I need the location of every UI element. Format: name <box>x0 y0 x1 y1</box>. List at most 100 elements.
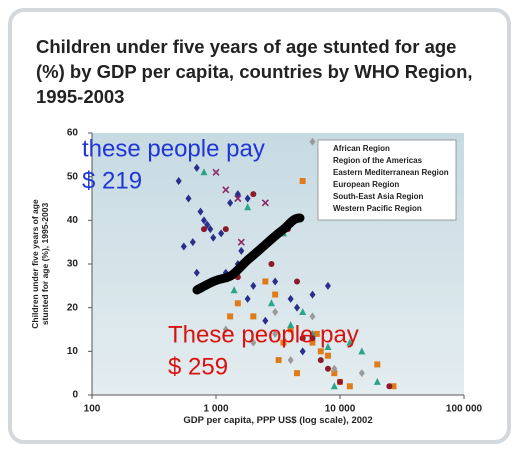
point <box>185 194 192 203</box>
point <box>386 383 393 390</box>
point <box>317 348 324 355</box>
point <box>287 326 294 333</box>
point <box>331 364 338 373</box>
point <box>234 300 241 307</box>
point <box>210 233 217 242</box>
point <box>390 383 397 390</box>
point <box>299 335 306 342</box>
point <box>222 186 230 194</box>
point <box>299 308 307 316</box>
point <box>374 361 381 368</box>
point <box>200 216 207 225</box>
legend-label: South-East Asia Region <box>333 192 423 201</box>
x-tick-label: 1 000 <box>203 404 228 415</box>
point <box>346 338 354 346</box>
point <box>287 294 294 303</box>
x-tick-label: 10 000 <box>325 404 356 415</box>
chart-title: Children under five years of age stunted… <box>36 36 473 107</box>
point <box>309 290 316 299</box>
point <box>272 308 279 317</box>
point <box>358 369 365 378</box>
point <box>317 357 324 364</box>
point <box>250 338 257 347</box>
point <box>324 342 332 350</box>
point <box>207 225 214 234</box>
point <box>268 261 275 267</box>
point <box>193 163 200 172</box>
point <box>200 226 207 233</box>
legend-label: Region of the Americas <box>333 156 423 165</box>
point <box>262 316 269 325</box>
x-tick-label: 100 <box>84 404 101 415</box>
point <box>293 278 300 285</box>
point <box>227 198 234 207</box>
x-axis-label: GDP per capita, PPP US$ (log scale), 200… <box>183 415 372 426</box>
legend-label: African Region <box>333 144 390 153</box>
y-axis-label: Children under five years of age <box>30 199 40 329</box>
point <box>230 286 238 294</box>
point <box>267 299 275 307</box>
point <box>309 335 316 342</box>
legend-label: Western Pacific Region <box>333 204 422 213</box>
point <box>324 365 331 372</box>
point <box>272 329 279 338</box>
point <box>234 194 242 203</box>
point <box>299 347 306 356</box>
point <box>287 356 294 365</box>
x-tick-label: 100 000 <box>446 404 483 415</box>
point <box>337 378 343 385</box>
point <box>175 177 182 186</box>
point <box>309 137 316 146</box>
point <box>373 377 381 385</box>
point <box>330 382 338 390</box>
point <box>308 329 316 337</box>
y-tick-label: 20 <box>67 302 79 313</box>
point <box>212 168 220 176</box>
point <box>261 199 269 207</box>
point <box>309 339 316 346</box>
point <box>244 203 252 211</box>
point <box>272 291 279 298</box>
point <box>244 194 251 203</box>
point <box>227 313 234 320</box>
y-tick-label: 0 <box>72 390 78 401</box>
y-axis-label: stunted for age (%), 1995-2003 <box>40 203 50 326</box>
point <box>250 191 257 198</box>
point <box>293 370 300 377</box>
legend-box <box>317 139 457 221</box>
annotation: these people pay <box>82 135 265 162</box>
point <box>309 312 316 321</box>
point <box>197 207 204 216</box>
point <box>250 281 257 290</box>
y-tick-label: 40 <box>67 215 79 226</box>
point <box>287 321 295 329</box>
legend-label: European Region <box>333 180 399 189</box>
point <box>262 278 269 285</box>
point <box>193 268 200 277</box>
point <box>222 226 229 233</box>
point <box>275 357 282 364</box>
point <box>299 178 306 185</box>
point <box>293 303 300 312</box>
point <box>237 238 245 246</box>
point <box>324 281 331 290</box>
point <box>272 277 279 286</box>
point <box>180 242 187 251</box>
point <box>313 330 320 337</box>
point <box>331 370 338 377</box>
point <box>358 347 366 355</box>
point <box>244 294 251 303</box>
point <box>346 383 353 390</box>
point <box>218 229 225 238</box>
point <box>238 246 245 255</box>
y-tick-label: 10 <box>67 346 79 357</box>
y-tick-label: 50 <box>67 171 79 182</box>
point <box>200 168 208 176</box>
legend-label: Eastern Mediterranean Region <box>333 168 449 177</box>
point <box>222 325 229 334</box>
annotation: $ 259 <box>168 353 228 380</box>
y-tick-label: 60 <box>67 128 79 139</box>
annotation: These people pay <box>168 321 359 348</box>
